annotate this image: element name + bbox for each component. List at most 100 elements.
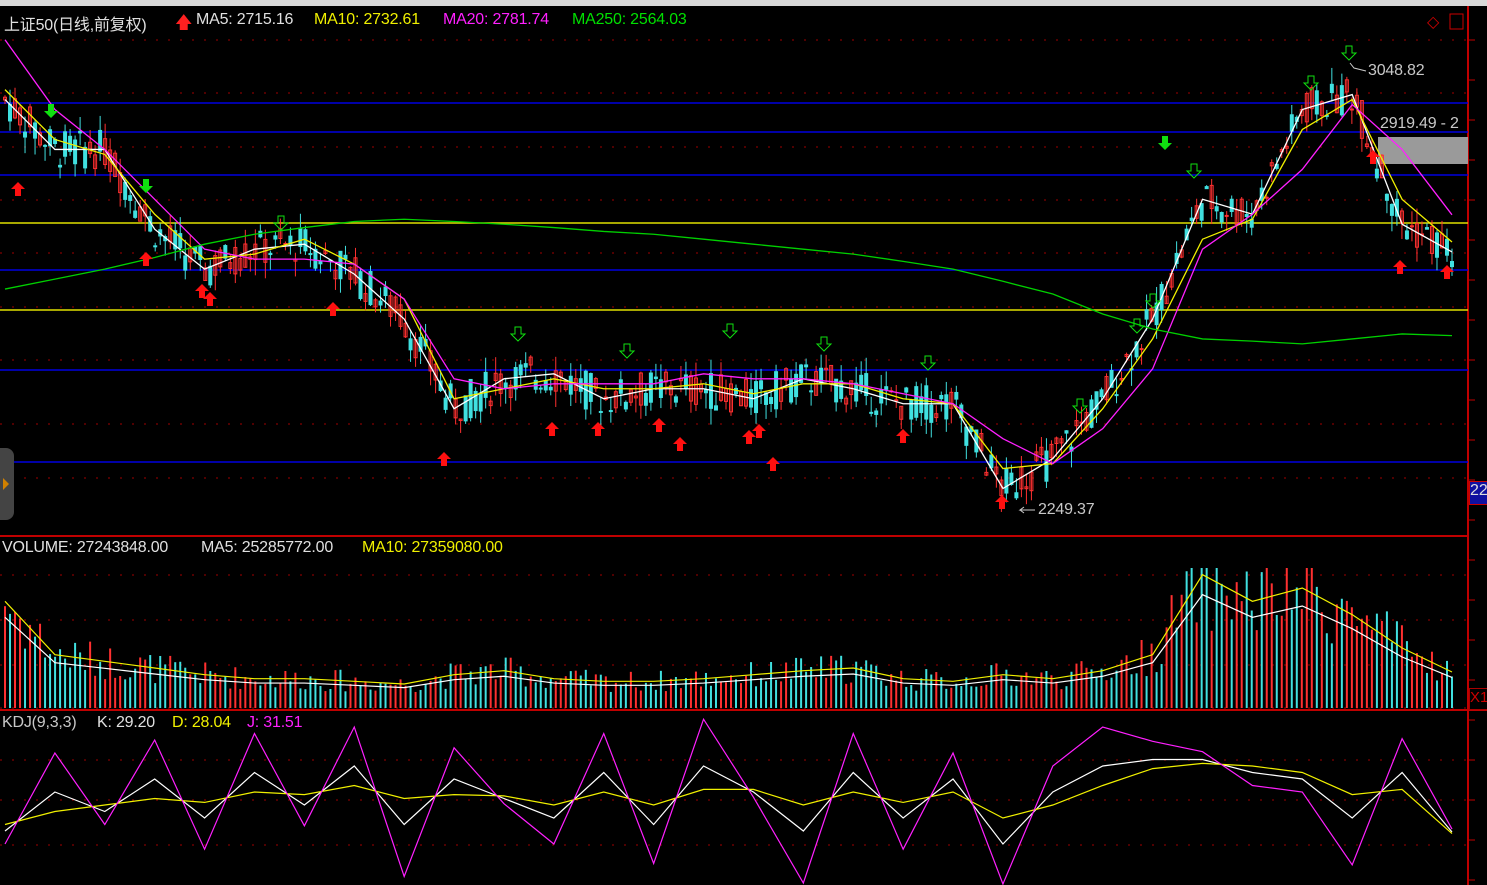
candle-body bbox=[403, 322, 408, 338]
diamond-icon: ◇ bbox=[1427, 14, 1440, 31]
candle-body bbox=[38, 132, 43, 146]
buy-signal-arrow-icon bbox=[195, 284, 209, 298]
volume-legend: VOLUME: 27243848.00 bbox=[2, 539, 169, 556]
candle-body bbox=[939, 394, 944, 400]
candle-body bbox=[914, 386, 919, 418]
candle-body bbox=[729, 383, 734, 413]
candle-body bbox=[83, 146, 88, 169]
candle-body bbox=[353, 257, 358, 284]
kdj-d-line bbox=[4, 762, 1453, 834]
candle-body bbox=[1209, 184, 1214, 210]
candle-body bbox=[1024, 486, 1029, 490]
candle-body bbox=[909, 399, 914, 420]
candle-body bbox=[1224, 214, 1229, 217]
candle-body bbox=[308, 253, 313, 256]
candle-body bbox=[784, 368, 789, 381]
buy-signal-arrow-icon bbox=[203, 292, 217, 306]
candle-body bbox=[1424, 227, 1429, 230]
candle-body bbox=[869, 411, 874, 414]
candle-body bbox=[949, 391, 954, 409]
sell-signal-arrow-icon bbox=[272, 215, 290, 231]
candle-body bbox=[713, 405, 718, 411]
candle-body bbox=[503, 382, 508, 389]
candle-body bbox=[1450, 261, 1454, 268]
candle-body bbox=[398, 304, 403, 327]
chart-title: 上证50(日线,前复权) bbox=[4, 17, 147, 34]
buy-signal-arrow-icon bbox=[11, 182, 25, 196]
ma250-legend: MA250: 2564.03 bbox=[572, 11, 687, 28]
candle-body bbox=[994, 466, 999, 475]
candle-body bbox=[378, 300, 383, 306]
expand-arrow-icon bbox=[3, 478, 9, 490]
candle-body bbox=[153, 245, 158, 248]
sell-signal-arrow-icon bbox=[1302, 75, 1320, 91]
candle-body bbox=[844, 397, 849, 405]
candle-body bbox=[1284, 145, 1289, 149]
candle-body bbox=[313, 248, 318, 269]
candle-body bbox=[693, 377, 698, 405]
candle-body bbox=[1404, 230, 1409, 240]
buy-signal-arrow-icon bbox=[766, 457, 780, 471]
sell-signal-arrow-icon bbox=[721, 323, 739, 339]
candle-body bbox=[1189, 217, 1194, 221]
candle-body bbox=[1039, 446, 1044, 456]
candle-body bbox=[318, 260, 323, 265]
candle-body bbox=[228, 262, 233, 270]
candle-body bbox=[488, 400, 493, 407]
candle-body bbox=[1444, 238, 1449, 256]
sell-signal-arrow-icon bbox=[44, 104, 58, 118]
candle-body bbox=[1134, 341, 1139, 358]
candle-body bbox=[673, 396, 678, 403]
candle-body bbox=[393, 296, 398, 314]
ma10-legend: MA10: 2732.61 bbox=[314, 11, 420, 28]
candle-body bbox=[1049, 443, 1054, 459]
candle-body bbox=[964, 426, 969, 446]
sell-signal-arrow-icon bbox=[139, 179, 153, 193]
range-price-label: 2919.49 - 2 bbox=[1380, 115, 1459, 132]
candle-body bbox=[508, 384, 513, 398]
buy-signal-arrow-icon bbox=[545, 422, 559, 436]
high-price-label: 3048.82 bbox=[1368, 62, 1425, 79]
sell-signal-arrow-icon bbox=[1071, 398, 1089, 414]
sell-signal-arrow-icon bbox=[1128, 318, 1146, 334]
candle-body bbox=[268, 252, 273, 256]
candle-body bbox=[1414, 223, 1419, 248]
candle-body bbox=[1214, 206, 1219, 212]
kdj-legend: KDJ(9,3,3) bbox=[2, 714, 77, 731]
candle-body bbox=[1349, 108, 1354, 111]
candle-body bbox=[1204, 186, 1209, 190]
buy-signal-arrow-icon bbox=[896, 429, 910, 443]
candle-body bbox=[759, 380, 764, 390]
candle-body bbox=[323, 250, 328, 254]
candle-body bbox=[1409, 225, 1414, 228]
candle-body bbox=[613, 391, 618, 409]
high-pointer bbox=[1349, 62, 1367, 72]
candle-body bbox=[1059, 438, 1064, 444]
candle-body bbox=[1269, 162, 1274, 167]
candle-body bbox=[1199, 203, 1204, 221]
candle-body bbox=[1319, 101, 1324, 117]
candle-body bbox=[408, 338, 413, 351]
candle-body bbox=[178, 233, 183, 249]
ma-line-ma10 bbox=[4, 89, 1453, 470]
candle-body bbox=[418, 336, 423, 352]
candle-body bbox=[894, 399, 899, 402]
candle-body bbox=[1014, 492, 1019, 499]
candle-body bbox=[528, 356, 533, 366]
candle-body bbox=[1114, 394, 1119, 397]
candle-body bbox=[984, 471, 989, 476]
candle-body bbox=[1054, 437, 1059, 445]
candle-body bbox=[1329, 83, 1334, 94]
candle-body bbox=[1009, 472, 1014, 485]
candle-body bbox=[1364, 143, 1369, 148]
ma-line-ma5 bbox=[4, 93, 1453, 490]
candle-body bbox=[1359, 100, 1364, 139]
candle-body bbox=[223, 245, 228, 259]
candle-body bbox=[493, 372, 498, 382]
candle-body bbox=[548, 386, 553, 391]
axis-price-tag: 22 bbox=[1469, 481, 1487, 505]
candle-body bbox=[859, 374, 864, 391]
expand-panel-handle[interactable] bbox=[0, 448, 14, 520]
candle-body bbox=[598, 410, 603, 413]
